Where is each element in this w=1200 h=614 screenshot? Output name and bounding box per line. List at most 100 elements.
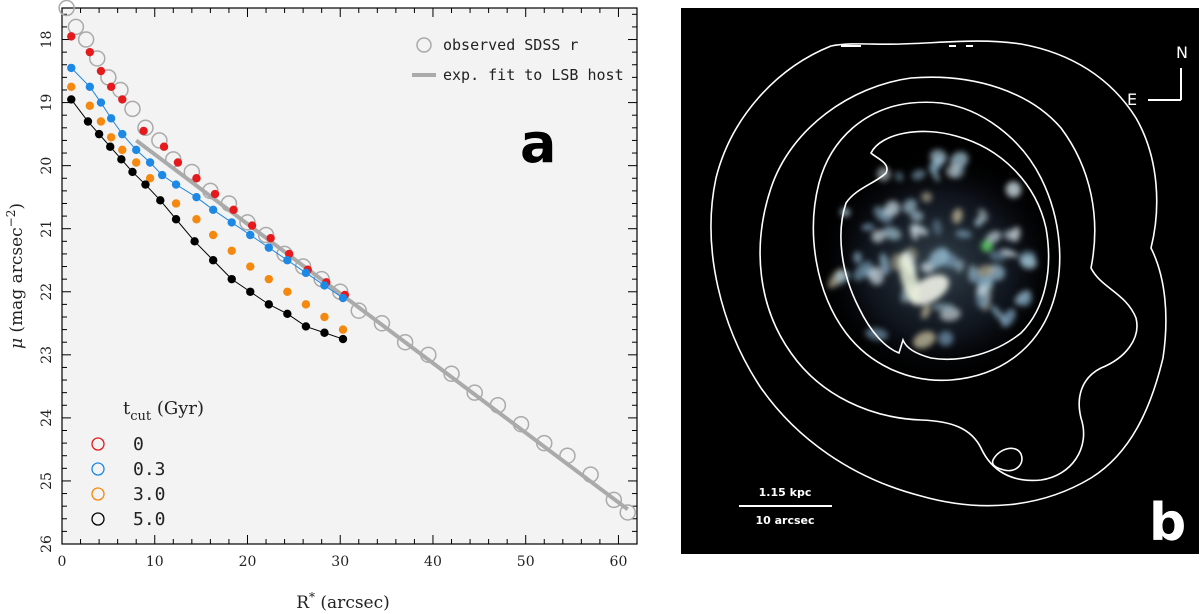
y-tick-label: 26 xyxy=(39,535,55,553)
data-point xyxy=(320,312,329,322)
x-axis-label: R* (arcsec) xyxy=(296,590,390,613)
data-point xyxy=(559,447,576,464)
galaxy-knot xyxy=(931,303,955,311)
plot-area xyxy=(61,7,638,545)
data-point xyxy=(420,346,437,364)
data-point xyxy=(301,322,311,331)
data-point xyxy=(264,243,274,252)
data-point xyxy=(131,158,141,167)
galaxy-knot xyxy=(978,208,988,222)
data-point xyxy=(257,226,275,244)
fit-line xyxy=(134,138,629,511)
galaxy-knot xyxy=(871,229,886,243)
data-point xyxy=(320,328,329,337)
contour-outer xyxy=(710,40,1167,507)
data-point xyxy=(301,268,311,278)
data-point xyxy=(151,132,168,149)
data-point xyxy=(139,126,148,136)
legend-label-observed: observed SDSS r xyxy=(443,36,578,54)
legend-title: tcut (Gyr) xyxy=(123,398,204,424)
compass-east-label: E xyxy=(1127,90,1137,109)
data-point xyxy=(283,256,292,265)
data-point xyxy=(83,117,93,126)
y-tick-label: 23 xyxy=(39,346,55,364)
data-point xyxy=(67,32,76,41)
data-point xyxy=(88,50,106,67)
data-point xyxy=(229,205,238,214)
galaxy-knot xyxy=(985,230,1002,244)
data-point xyxy=(202,182,219,200)
legend-tcut-0: 0 xyxy=(91,434,144,455)
legend-marker-tcut-5-0 xyxy=(91,512,105,526)
galaxy-knot xyxy=(861,223,875,231)
galaxy-knot xyxy=(1000,249,1018,257)
data-point xyxy=(247,221,257,230)
data-point xyxy=(283,309,292,319)
data-point xyxy=(192,174,201,183)
data-point xyxy=(227,218,236,227)
galaxy-knot xyxy=(868,266,884,285)
contour-ring-2 xyxy=(759,76,1138,482)
green-knot xyxy=(981,240,993,252)
data-point xyxy=(246,230,255,240)
data-point xyxy=(320,281,329,290)
scale-bar-bottom-label: 10 arcsec xyxy=(755,514,814,527)
data-point xyxy=(285,249,294,259)
galaxy-knot xyxy=(945,164,960,178)
data-point xyxy=(227,246,236,255)
data-point xyxy=(246,262,255,271)
data-point xyxy=(208,205,218,214)
contour-ring-3 xyxy=(812,101,1061,382)
data-point xyxy=(396,333,414,351)
data-point xyxy=(96,98,106,107)
data-point xyxy=(171,199,181,208)
galaxy-knot xyxy=(1010,226,1021,242)
data-point xyxy=(338,325,348,334)
galaxy-knot xyxy=(1020,255,1037,269)
galaxy-knot xyxy=(882,226,902,241)
galaxy-knot xyxy=(921,304,931,319)
data-point xyxy=(67,18,85,36)
panel-label-a: a xyxy=(520,112,556,175)
axis-ticks: 0 10 20 30 40 50 60 18 19 20 21 22 23 24 25 26 xyxy=(39,8,638,570)
galaxy-knot xyxy=(990,304,1007,324)
x-tick-label: 30 xyxy=(331,554,349,570)
data-point xyxy=(190,237,199,246)
y-tick-label: 21 xyxy=(39,220,55,238)
data-point xyxy=(157,170,167,180)
legend-tcut-0-3: 0.3 xyxy=(91,459,166,480)
svg-text:μ (mag arcsec−2): μ (mag arcsec−2) xyxy=(4,203,27,349)
data-point xyxy=(85,82,95,92)
legend-marker-tcut-0-3 xyxy=(91,462,105,476)
data-point xyxy=(171,215,181,224)
series-layer xyxy=(58,0,636,521)
galaxy-knot xyxy=(910,210,924,222)
galaxy-core-arm xyxy=(898,252,920,304)
y-axis-label: μ (mag arcsec−2) xyxy=(4,203,27,349)
galaxy-knot xyxy=(950,151,969,169)
data-point xyxy=(94,129,104,139)
data-point xyxy=(264,300,274,309)
galaxy-knot xyxy=(921,191,933,203)
data-point xyxy=(239,214,256,231)
x-tick-label: 20 xyxy=(239,554,257,570)
data-point xyxy=(124,100,141,118)
data-point xyxy=(58,0,75,17)
data-point xyxy=(208,256,218,265)
y-tick-label: 19 xyxy=(39,94,55,112)
galaxy-knot xyxy=(976,284,988,296)
data-point xyxy=(85,47,95,57)
galaxy-knot xyxy=(955,259,965,273)
data-point xyxy=(128,167,137,177)
contour-knot-small xyxy=(991,447,1023,472)
legend-observed: observed SDSS r xyxy=(416,36,578,54)
data-point xyxy=(96,66,106,76)
galaxy-knot xyxy=(902,198,917,214)
data-point xyxy=(246,287,255,296)
data-point xyxy=(137,119,154,137)
y-tick-label: 20 xyxy=(39,157,55,175)
data-point xyxy=(264,274,274,284)
data-point xyxy=(283,287,292,296)
data-point xyxy=(266,233,275,243)
galaxy-image-panel: N E 1.15 kpc 10 arcsec b xyxy=(681,8,1199,554)
